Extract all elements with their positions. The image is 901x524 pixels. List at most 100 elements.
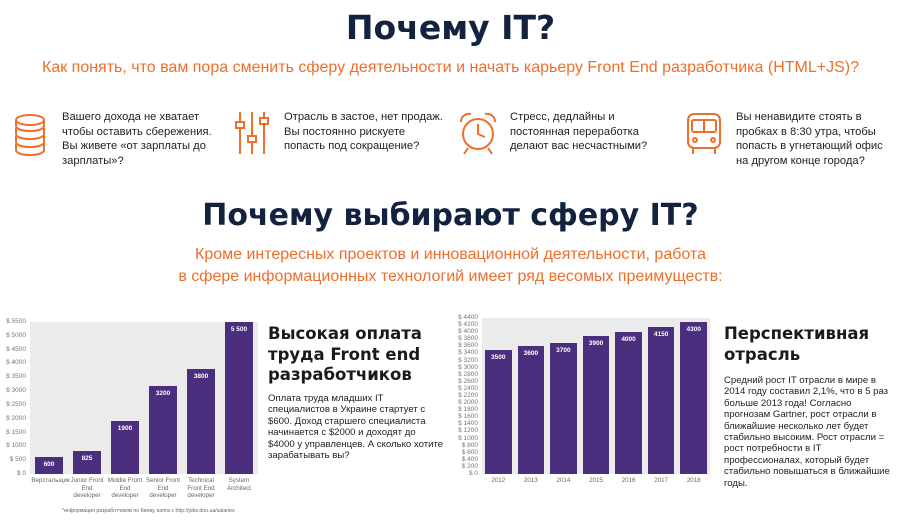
y-tick-label: $ 800 xyxy=(461,441,478,449)
x-tick-label: 2017 xyxy=(654,477,669,484)
y-tick-label: $ 1400 xyxy=(458,420,478,428)
y-tick-label: $ 2200 xyxy=(458,392,478,399)
x-tick-label: 2018 xyxy=(686,477,701,484)
y-tick-label: $ 4400 xyxy=(458,314,478,321)
y-tick-label: $ 4000 xyxy=(6,359,26,367)
feature-item-income: Вашего дохода не хватает чтобы оставить … xyxy=(10,108,225,170)
chart-bar xyxy=(73,451,101,474)
x-tick-label: 2016 xyxy=(621,477,636,484)
y-tick-label: $ 0 xyxy=(16,470,26,477)
coins-icon xyxy=(15,114,45,156)
feature-text: Вы ненавидите стоять в пробках в 8:30 ут… xyxy=(736,111,883,167)
page-title: Почему IT? xyxy=(345,8,556,47)
growth-chart: $ 0 $ 200 $ 400 $ 600 $ 800 $ 1000 $ 1200 $ 140… xyxy=(452,314,714,496)
y-tick-label: $ 1000 xyxy=(6,442,26,450)
bar-value-label: 3900 xyxy=(588,339,604,347)
x-tick-label: Верстальщик xyxy=(31,477,70,484)
growth-heading: Перспективная отрасль xyxy=(724,324,870,364)
x-tick-label: 2015 xyxy=(589,477,603,484)
feature-item-stagnation: Отрасль в застое, нет продаж. Вы постоян… xyxy=(232,108,447,170)
y-tick-label: $ 1500 xyxy=(6,428,26,436)
chart-bar xyxy=(35,457,63,474)
y-tick-label: $ 0 xyxy=(468,470,478,477)
y-tick-label: $ 2000 xyxy=(6,414,26,422)
salary-heading: Высокая оплата труда Front end разработч… xyxy=(268,324,422,384)
chart-bar xyxy=(111,421,139,474)
chart-bar xyxy=(187,368,215,474)
y-tick-label: $ 2600 xyxy=(458,377,478,385)
x-tick-label: Middle Front End developer xyxy=(107,477,143,499)
chart-bar xyxy=(550,342,577,474)
bar-value-label: 3700 xyxy=(556,346,571,354)
chart-bar xyxy=(647,326,675,474)
y-tick-label: $ 1200 xyxy=(458,427,478,435)
bar-value-label: 4150 xyxy=(653,330,669,338)
section-subtitle-line: в сфере информационных технологий имеет … xyxy=(178,268,723,285)
x-tick-label: 2013 xyxy=(523,477,538,484)
x-tick-label: Senior Front End developer xyxy=(145,477,181,499)
y-tick-label: $ 3000 xyxy=(458,363,478,371)
x-tick-label: 2012 xyxy=(491,477,506,484)
bar-value-label: 3600 xyxy=(523,350,539,358)
x-tick-label: 2014 xyxy=(556,477,571,484)
sliders-icon xyxy=(235,112,269,154)
y-tick-label: $ 600 xyxy=(461,448,478,456)
chart-bar xyxy=(582,335,610,474)
y-tick-label: $ 500 xyxy=(9,456,26,464)
chart-bar xyxy=(225,322,253,474)
x-tick-label: Technical Front End developer xyxy=(187,477,215,499)
feature-item-traffic: Вы ненавидите стоять в пробках в 8:30 ут… xyxy=(684,108,899,170)
x-tick-label: Junior Front End developer xyxy=(70,477,104,499)
feature-item-stress: Стресс, дедлайны и постоянная переработк… xyxy=(458,108,673,170)
feature-text: Отрасль в застое, нет продаж. Вы постоян… xyxy=(284,111,443,152)
feature-text: Вашего дохода не хватает чтобы оставить … xyxy=(62,111,212,167)
bar-value-label: 600 xyxy=(43,461,55,469)
y-tick-label: $ 5500 xyxy=(6,318,26,325)
bar-value-label: 3200 xyxy=(155,389,171,397)
section-subtitle: Кроме интересных проектов и инновационно… xyxy=(0,244,901,288)
y-tick-label: $ 4500 xyxy=(6,345,26,353)
y-tick-label: $ 1800 xyxy=(458,406,478,414)
y-tick-label: $ 200 xyxy=(461,462,478,470)
y-tick-label: $ 2500 xyxy=(6,400,26,408)
chart-bar xyxy=(615,332,642,474)
page-subtitle: Как понять, что вам пора сменить сферу д… xyxy=(41,59,859,76)
growth-text: Средний рост IT отрасли в мире в 2014 го… xyxy=(724,375,890,489)
y-tick-label: $ 1600 xyxy=(458,413,478,421)
y-tick-label: $ 2000 xyxy=(458,399,478,407)
y-tick-label: $ 2400 xyxy=(458,384,478,392)
bus-icon xyxy=(687,113,721,154)
alarm-clock-icon xyxy=(460,112,496,155)
chart-plot-area xyxy=(30,322,258,474)
chart-bar xyxy=(149,385,177,474)
feature-text: Стресс, дедлайны и постоянная переработк… xyxy=(510,111,648,152)
y-tick-label: $ 3600 xyxy=(458,342,478,350)
y-tick-label: $ 1000 xyxy=(458,434,478,442)
y-tick-label: $ 3200 xyxy=(458,356,478,364)
bar-value-label: 825 xyxy=(81,455,93,463)
bar-value-label: 5 500 xyxy=(230,326,248,333)
y-tick-label: $ 4200 xyxy=(458,321,478,329)
bar-value-label: 3800 xyxy=(193,372,209,380)
y-tick-label: $ 3000 xyxy=(6,387,26,395)
salary-chart: $ 0 $ 500 $ 1000 $ 1500 $ 2000 $ 2500 $ 3000 $ … xyxy=(0,316,262,516)
section-subtitle-line: Кроме интересных проектов и инновационно… xyxy=(195,246,706,263)
y-tick-label: $ 3800 xyxy=(458,335,478,343)
salary-text: Оплата труда младших IT специалистов в У… xyxy=(268,393,444,462)
chart-bar xyxy=(680,321,708,474)
chart-bar xyxy=(484,349,512,474)
y-tick-label: $ 3500 xyxy=(6,373,26,381)
y-tick-label: $ 2800 xyxy=(458,370,478,378)
x-tick-label: System Architect xyxy=(226,477,252,492)
section-title: Почему выбирают сферу IT? xyxy=(202,198,699,233)
bar-value-label: 3500 xyxy=(491,353,506,361)
salary-footnote: *информация разработчиков по Киеву, взят… xyxy=(62,508,235,514)
y-tick-label: $ 3400 xyxy=(458,349,478,357)
chart-bar xyxy=(517,346,545,474)
bar-value-label: 4300 xyxy=(686,325,701,333)
y-tick-label: $ 5000 xyxy=(6,331,26,339)
bar-value-label: 4000 xyxy=(621,336,636,344)
y-tick-label: $ 400 xyxy=(461,455,478,463)
y-tick-label: $ 4000 xyxy=(458,328,478,336)
bar-value-label: 1900 xyxy=(117,425,133,433)
